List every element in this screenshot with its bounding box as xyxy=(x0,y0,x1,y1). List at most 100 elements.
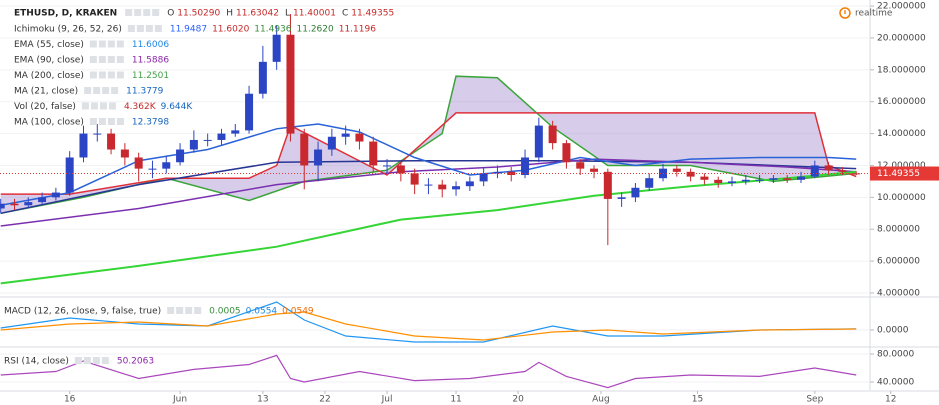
y-tick-label: 80.0000 xyxy=(877,350,914,360)
legend-button xyxy=(102,87,110,94)
y-tick-label: 12.000000 xyxy=(877,161,926,171)
legend-value: 50.2063 xyxy=(117,357,154,367)
legend-button xyxy=(127,25,135,32)
legend-button xyxy=(108,102,116,110)
legend-button xyxy=(194,307,202,314)
legend-button xyxy=(152,9,160,16)
candle-body xyxy=(810,165,819,177)
legend-button xyxy=(125,9,133,16)
y-tick-label: 18.000000 xyxy=(877,65,926,75)
ichimoku-cloud xyxy=(0,76,857,214)
last-price-label: 11.49355 xyxy=(877,169,920,179)
candle-body xyxy=(728,181,737,183)
legend-button xyxy=(89,71,97,79)
candle-body xyxy=(189,139,198,150)
y-tick-label: 16.000000 xyxy=(877,97,926,107)
candle-body xyxy=(548,125,557,144)
candle-body xyxy=(107,133,116,150)
candle-body xyxy=(852,173,861,175)
candle-body xyxy=(631,187,640,198)
candle-body xyxy=(369,141,378,166)
legend-button xyxy=(98,71,106,79)
ohlc-value: 11.63042 xyxy=(236,9,279,19)
candle-body xyxy=(79,133,88,158)
legend-value: 0.0005 xyxy=(209,307,241,317)
candle-body xyxy=(355,133,364,142)
legend-name: MACD (12, 26, close, 9, false, true) xyxy=(4,307,161,317)
legend-button xyxy=(167,307,175,314)
candle-body xyxy=(479,173,488,182)
realtime-icon xyxy=(839,7,851,19)
candle-body xyxy=(700,176,709,180)
legend-button xyxy=(83,357,91,364)
candle-body xyxy=(824,165,833,171)
legend-button xyxy=(111,87,119,94)
indicator-line xyxy=(0,170,857,285)
legend-button xyxy=(185,307,193,314)
candle-body xyxy=(327,136,336,150)
x-tick-label: 16 xyxy=(64,395,76,405)
candle-body xyxy=(162,162,171,169)
ohlc-label: C xyxy=(342,9,348,19)
candle-body xyxy=(148,168,157,170)
candle-body xyxy=(672,168,681,172)
candle-body xyxy=(741,179,750,182)
legend-button xyxy=(107,71,115,79)
x-tick-label: 12 xyxy=(885,395,896,405)
legend-button xyxy=(154,25,162,32)
y-tick-label: 20.000000 xyxy=(877,33,926,43)
legend-value: 0.0554 xyxy=(246,307,278,317)
candle-body xyxy=(231,130,240,134)
legend-button xyxy=(93,87,101,94)
legend-value: 12.3798 xyxy=(132,118,169,128)
x-tick-label: 20 xyxy=(512,395,524,405)
indicator-line xyxy=(0,354,857,389)
legend-button xyxy=(116,71,124,79)
legend-value: 11.4936 xyxy=(254,25,291,35)
legend-button xyxy=(116,56,124,63)
candle-body xyxy=(272,34,281,62)
legend-value: 4.362K xyxy=(124,102,157,112)
legend-value: 11.5886 xyxy=(132,56,169,66)
candle-body xyxy=(0,203,5,209)
y-tick-label: 0.0000 xyxy=(877,326,909,336)
candle-body xyxy=(217,133,226,140)
legend-button xyxy=(99,102,107,110)
y-tick-label: 10.000000 xyxy=(877,193,926,203)
legend-value: 11.6020 xyxy=(212,25,249,35)
candle-body xyxy=(24,202,33,206)
indicator-line xyxy=(0,311,857,341)
legend-button xyxy=(107,40,115,48)
y-tick-label: 22.000000 xyxy=(877,2,926,12)
y-tick-label: 14.000000 xyxy=(877,129,926,139)
candle-body xyxy=(755,179,764,181)
legend-name: MA (100, close) xyxy=(14,118,84,128)
candle-body xyxy=(769,178,778,180)
legend-value: 11.9487 xyxy=(170,25,207,35)
candle-body xyxy=(714,179,723,183)
candle-body xyxy=(245,93,254,131)
candle-body xyxy=(396,165,405,174)
candle-body xyxy=(438,184,447,190)
legend-name: MA (21, close) xyxy=(14,87,78,97)
legend-button xyxy=(98,118,106,125)
candle-body xyxy=(38,197,47,203)
ohlc-label: H xyxy=(226,9,233,19)
candle-body xyxy=(534,125,543,158)
x-tick-label: Jun xyxy=(172,395,187,405)
x-tick-label: Jul xyxy=(381,395,393,405)
legend-button xyxy=(81,102,89,110)
candle-body xyxy=(314,149,323,166)
legend-button xyxy=(84,87,92,94)
legend-button xyxy=(92,357,100,364)
candle-body xyxy=(838,170,847,172)
candle-body xyxy=(93,133,102,135)
candle-body xyxy=(465,181,474,187)
y-tick-label: 4.000000 xyxy=(877,288,920,298)
candle-body xyxy=(645,178,654,188)
y-tick-label: 8.000000 xyxy=(877,225,920,235)
legend-name: MA (200, close) xyxy=(14,71,84,81)
legend-button xyxy=(145,25,153,32)
